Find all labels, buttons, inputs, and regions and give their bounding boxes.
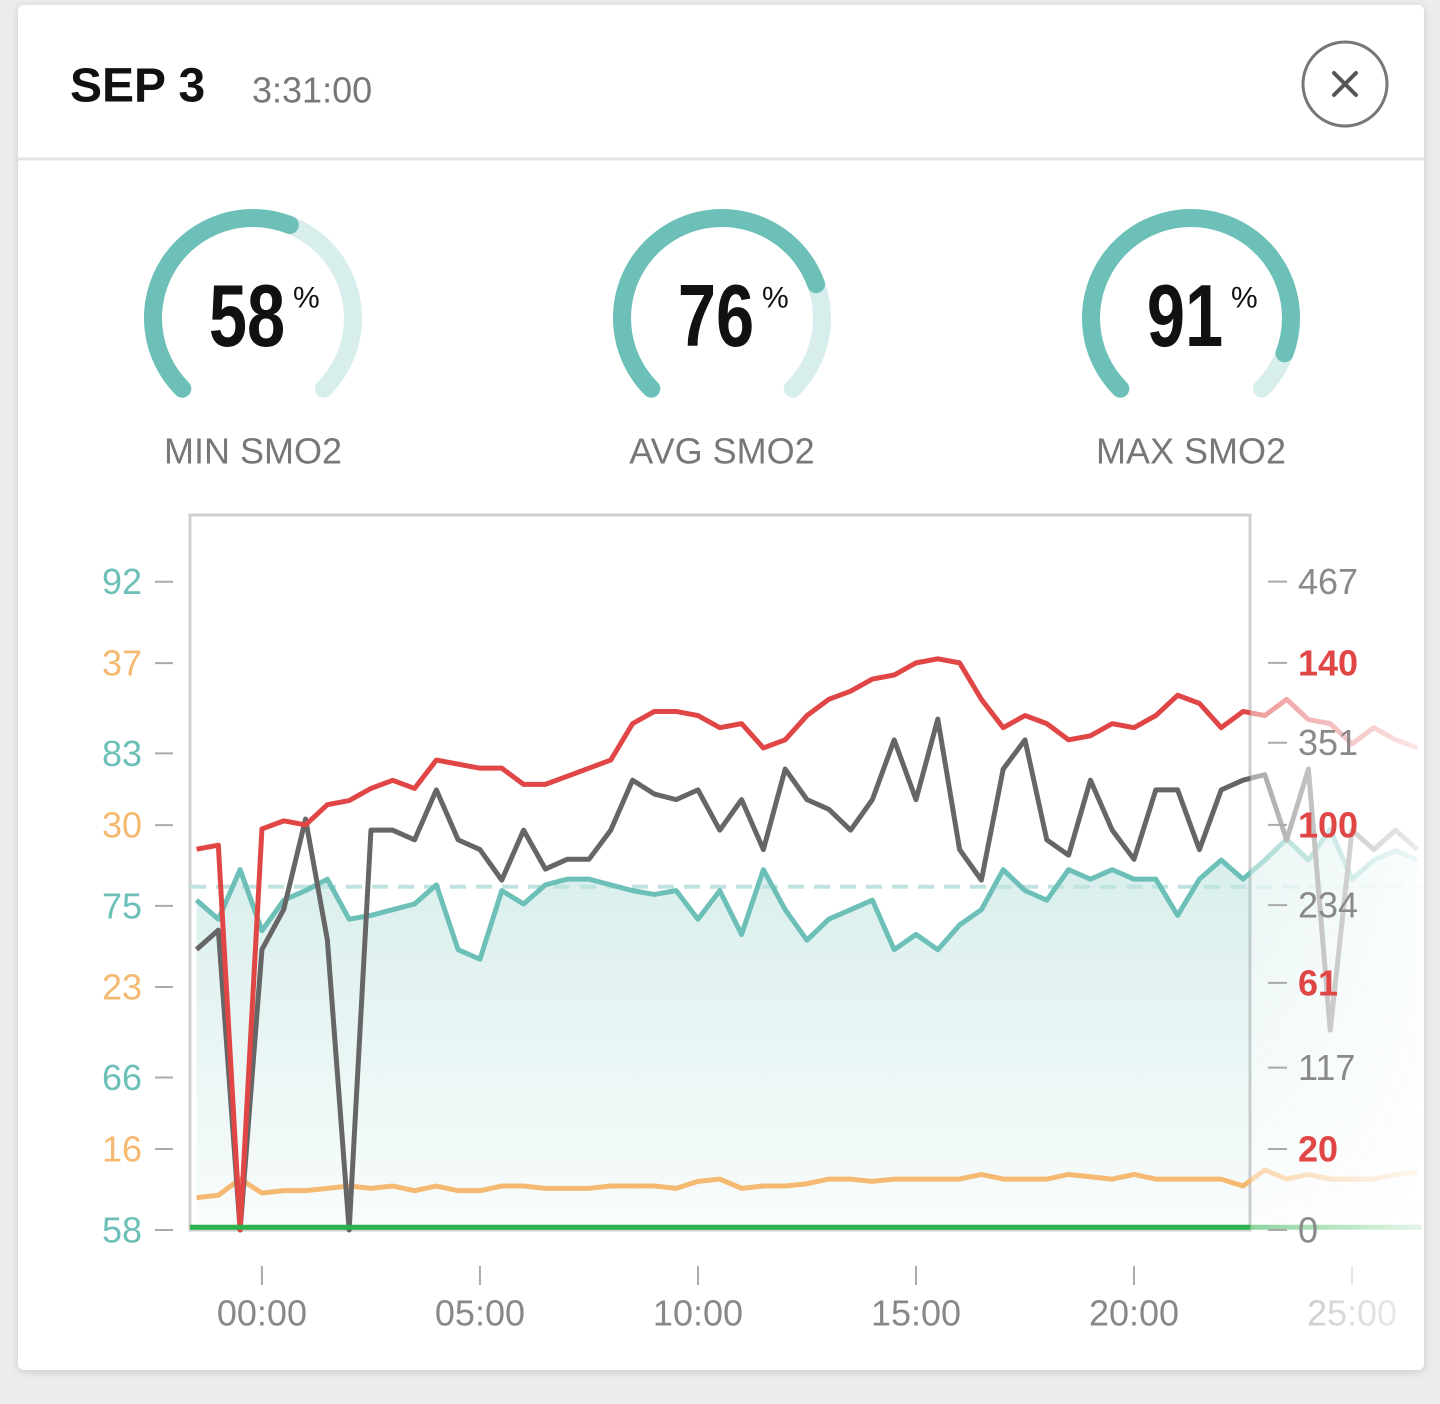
y-tick-label: 58 bbox=[102, 1210, 142, 1251]
gauge-arc bbox=[613, 209, 826, 398]
x-tick-label: 25:00 bbox=[1307, 1293, 1397, 1334]
y-tick-label: 23 bbox=[102, 967, 142, 1008]
gauge-label: MAX SMO2 bbox=[1096, 431, 1286, 472]
x-tick-label: 00:00 bbox=[217, 1293, 307, 1334]
series-line bbox=[196, 656, 1419, 1233]
gauge-value: 91 bbox=[1147, 267, 1223, 365]
x-tick-label: 15:00 bbox=[871, 1293, 961, 1334]
y-tick-label: 61 bbox=[1298, 962, 1338, 1003]
series-line bbox=[194, 827, 1419, 962]
gauge-arc bbox=[144, 209, 299, 398]
smo2-area bbox=[196, 829, 1418, 1230]
y-tick-label: 83 bbox=[102, 733, 142, 774]
gauge-value: 76 bbox=[678, 267, 754, 365]
close-icon[interactable] bbox=[1332, 71, 1358, 97]
y-tick-label: 0 bbox=[1298, 1210, 1318, 1251]
gauge-unit: % bbox=[762, 282, 789, 315]
y-tick-label: 20 bbox=[1298, 1128, 1338, 1169]
y-tick-label: 75 bbox=[102, 885, 142, 926]
gauges: 58 % MIN SMO2 76 % AVG SMO2 91 % MAX SMO2 bbox=[144, 209, 1300, 472]
y-tick-label: 140 bbox=[1298, 642, 1358, 683]
y-tick-label: 100 bbox=[1298, 804, 1358, 845]
gauge-unit: % bbox=[293, 282, 320, 315]
series-line bbox=[196, 1167, 1418, 1201]
x-tick-label: 20:00 bbox=[1089, 1293, 1179, 1334]
gauge-label: AVG SMO2 bbox=[629, 431, 814, 472]
plot-data: 25:00 bbox=[190, 656, 1440, 1334]
y-tick-label: 66 bbox=[102, 1057, 142, 1098]
y-tick-label: 351 bbox=[1298, 722, 1358, 763]
series-line bbox=[194, 716, 1420, 1233]
duration: 3:31:00 bbox=[252, 70, 372, 111]
date-title: SEP 3 bbox=[70, 60, 205, 113]
gauge-arc bbox=[1082, 209, 1300, 398]
gauge-unit: % bbox=[1231, 282, 1258, 315]
y-tick-label: 92 bbox=[102, 561, 142, 602]
axes: 58 66 75 83 92 16 23 30 37 0 117 234 351 467 20 61 100 14… bbox=[102, 561, 1358, 1333]
x-tick-label: 10:00 bbox=[653, 1293, 743, 1334]
y-tick-label: 30 bbox=[102, 805, 142, 846]
x-tick-label: 05:00 bbox=[435, 1293, 525, 1334]
close-button[interactable] bbox=[1301, 40, 1389, 128]
gauge-label: MIN SMO2 bbox=[164, 431, 342, 472]
y-tick-label: 234 bbox=[1298, 885, 1358, 926]
y-tick-label: 37 bbox=[102, 643, 142, 684]
y-tick-label: 117 bbox=[1298, 1047, 1355, 1088]
gauge-value: 58 bbox=[209, 267, 285, 365]
y-tick-label: 467 bbox=[1298, 561, 1358, 602]
y-tick-label: 16 bbox=[102, 1129, 142, 1170]
